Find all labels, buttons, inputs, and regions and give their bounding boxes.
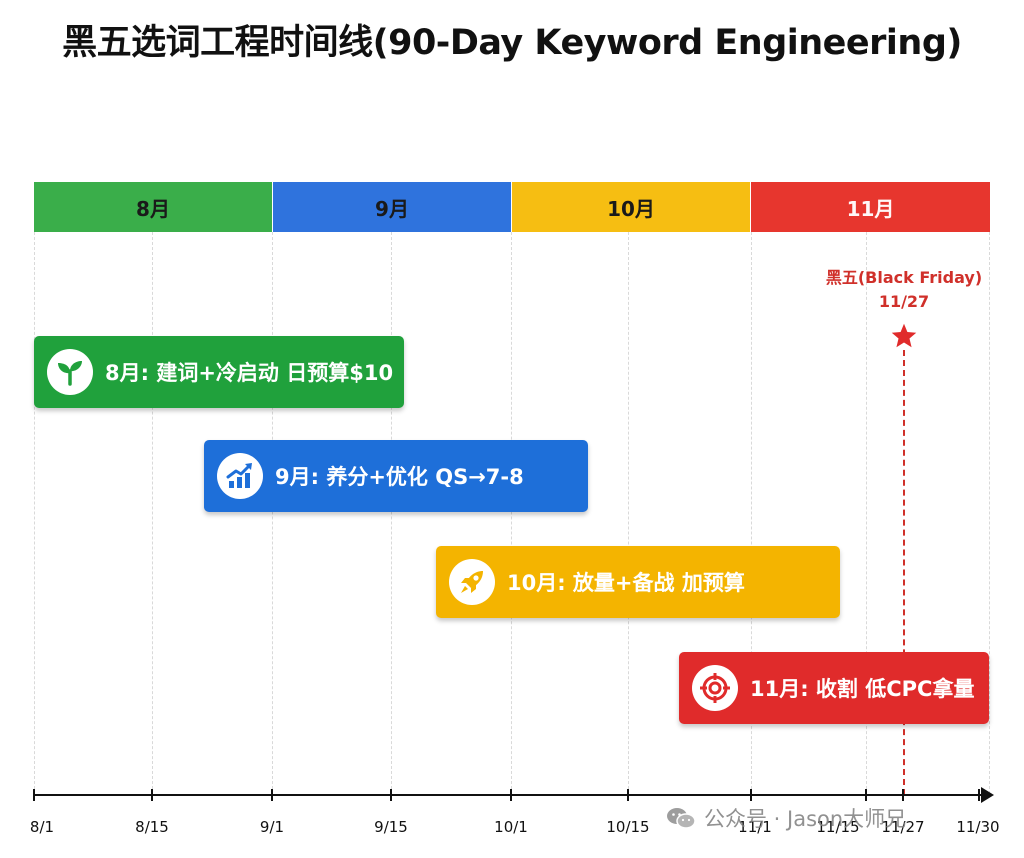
star-icon [891,323,917,348]
axis-tick [902,789,904,801]
axis-tick [510,789,512,801]
gridline [391,232,392,794]
phase-bar-sep: 9月: 养分+优化 QS→7-8 [204,440,588,512]
phase-bar-oct: 10月: 放量+备战 加预算 [436,546,840,618]
month-bar-oct: 10月 [512,182,750,232]
black-friday-marker-line [903,350,905,795]
axis-tick [865,789,867,801]
gridline [272,232,273,794]
axis-tick-label: 10/1 [494,818,528,836]
wechat-icon [667,808,696,829]
phase-label: 9月: 养分+优化 QS→7-8 [275,465,524,489]
month-label: 9月 [375,196,409,221]
phase-label: 11月: 收割 低CPC拿量 [750,677,975,701]
watermark-text: 公众号 · Jason大师兄 [704,807,907,831]
milestone-name: 黑五(Black Friday) [825,268,983,287]
sprout-icon [47,349,93,395]
month-label: 8月 [136,196,170,221]
gridline [751,232,752,794]
month-bar-aug: 8月 [34,182,272,232]
phase-bar-aug: 8月: 建词+冷启动 日预算$10 [34,336,404,408]
axis-arrow-icon [981,787,994,803]
month-bar-nov: 11月 [751,182,990,232]
axis-tick-label: 9/15 [374,818,408,836]
axis-tick [271,789,273,801]
month-bar-sep: 9月 [273,182,511,232]
time-axis [34,794,982,796]
axis-tick [33,789,35,801]
month-label: 11月 [846,196,895,221]
axis-tick [978,789,980,801]
axis-tick-label: 11/30 [956,818,1000,836]
gridline [989,232,990,794]
gridline [34,232,35,794]
axis-tick [750,789,752,801]
phase-label: 10月: 放量+备战 加预算 [507,571,745,595]
axis-tick-label: 10/15 [606,818,650,836]
target-icon [692,665,738,711]
page-title: 黑五选词工程时间线(90-Day Keyword Engineering) [62,23,962,63]
axis-tick-label: 11/27 [881,818,925,836]
axis-tick-label: 9/1 [259,818,285,836]
growth-chart-icon [217,453,263,499]
axis-tick-label: 11/15 [816,818,860,836]
gridline [866,232,867,794]
month-label: 10月 [607,196,655,221]
phase-label: 8月: 建词+冷启动 日预算$10 [105,361,394,385]
axis-tick-label: 8/15 [135,818,169,836]
gridline [152,232,153,794]
watermark: 公众号 · Jason大师兄 [666,803,906,833]
phase-bar-nov: 11月: 收割 低CPC拿量 [679,652,989,724]
axis-tick-label: 11/1 [738,818,772,836]
rocket-icon [449,559,495,605]
axis-tick [627,789,629,801]
black-friday-label: 黑五(Black Friday) 11/27 [804,266,1004,314]
gridline [511,232,512,794]
milestone-date: 11/27 [878,292,930,311]
axis-tick [151,789,153,801]
gridline [628,232,629,794]
axis-tick [390,789,392,801]
axis-tick-label: 8/1 [29,818,55,836]
